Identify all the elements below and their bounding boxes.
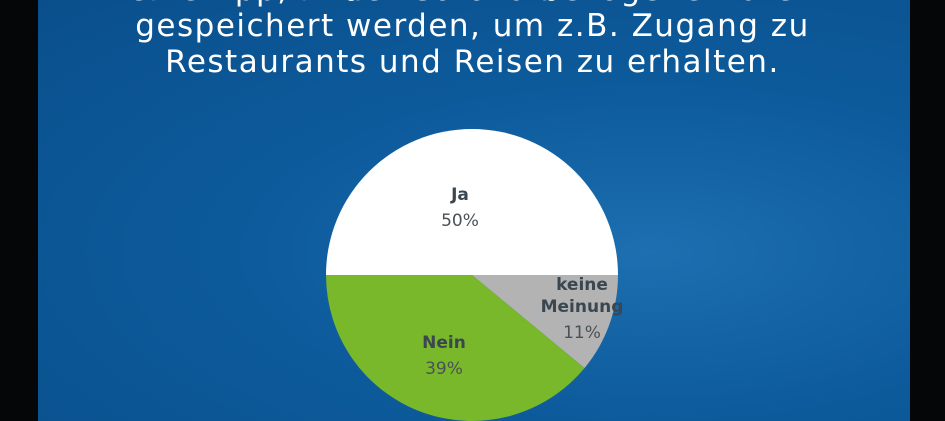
pie-slice-ja	[326, 129, 618, 275]
slice-value: 39%	[425, 359, 463, 379]
title-line: Restaurants und Reisen zu erhalten.	[165, 44, 780, 80]
slice-label: Ja	[450, 185, 469, 205]
chart-title: eine App, in der Corona bezogene Daten g…	[0, 0, 945, 80]
slice-value: 11%	[563, 323, 601, 343]
pie-slice-nein	[326, 275, 585, 421]
slice-label: keine	[556, 275, 608, 295]
pie-slice-keine-meinung	[472, 275, 618, 369]
title-line: eine App, in der Corona bezogene Daten	[0, 0, 945, 8]
title-line: gespeichert werden, um z.B. Zugang zu	[135, 8, 810, 44]
slice-value: 50%	[441, 211, 479, 231]
slice-label: Meinung	[541, 297, 624, 317]
slice-label: Nein	[422, 333, 466, 353]
